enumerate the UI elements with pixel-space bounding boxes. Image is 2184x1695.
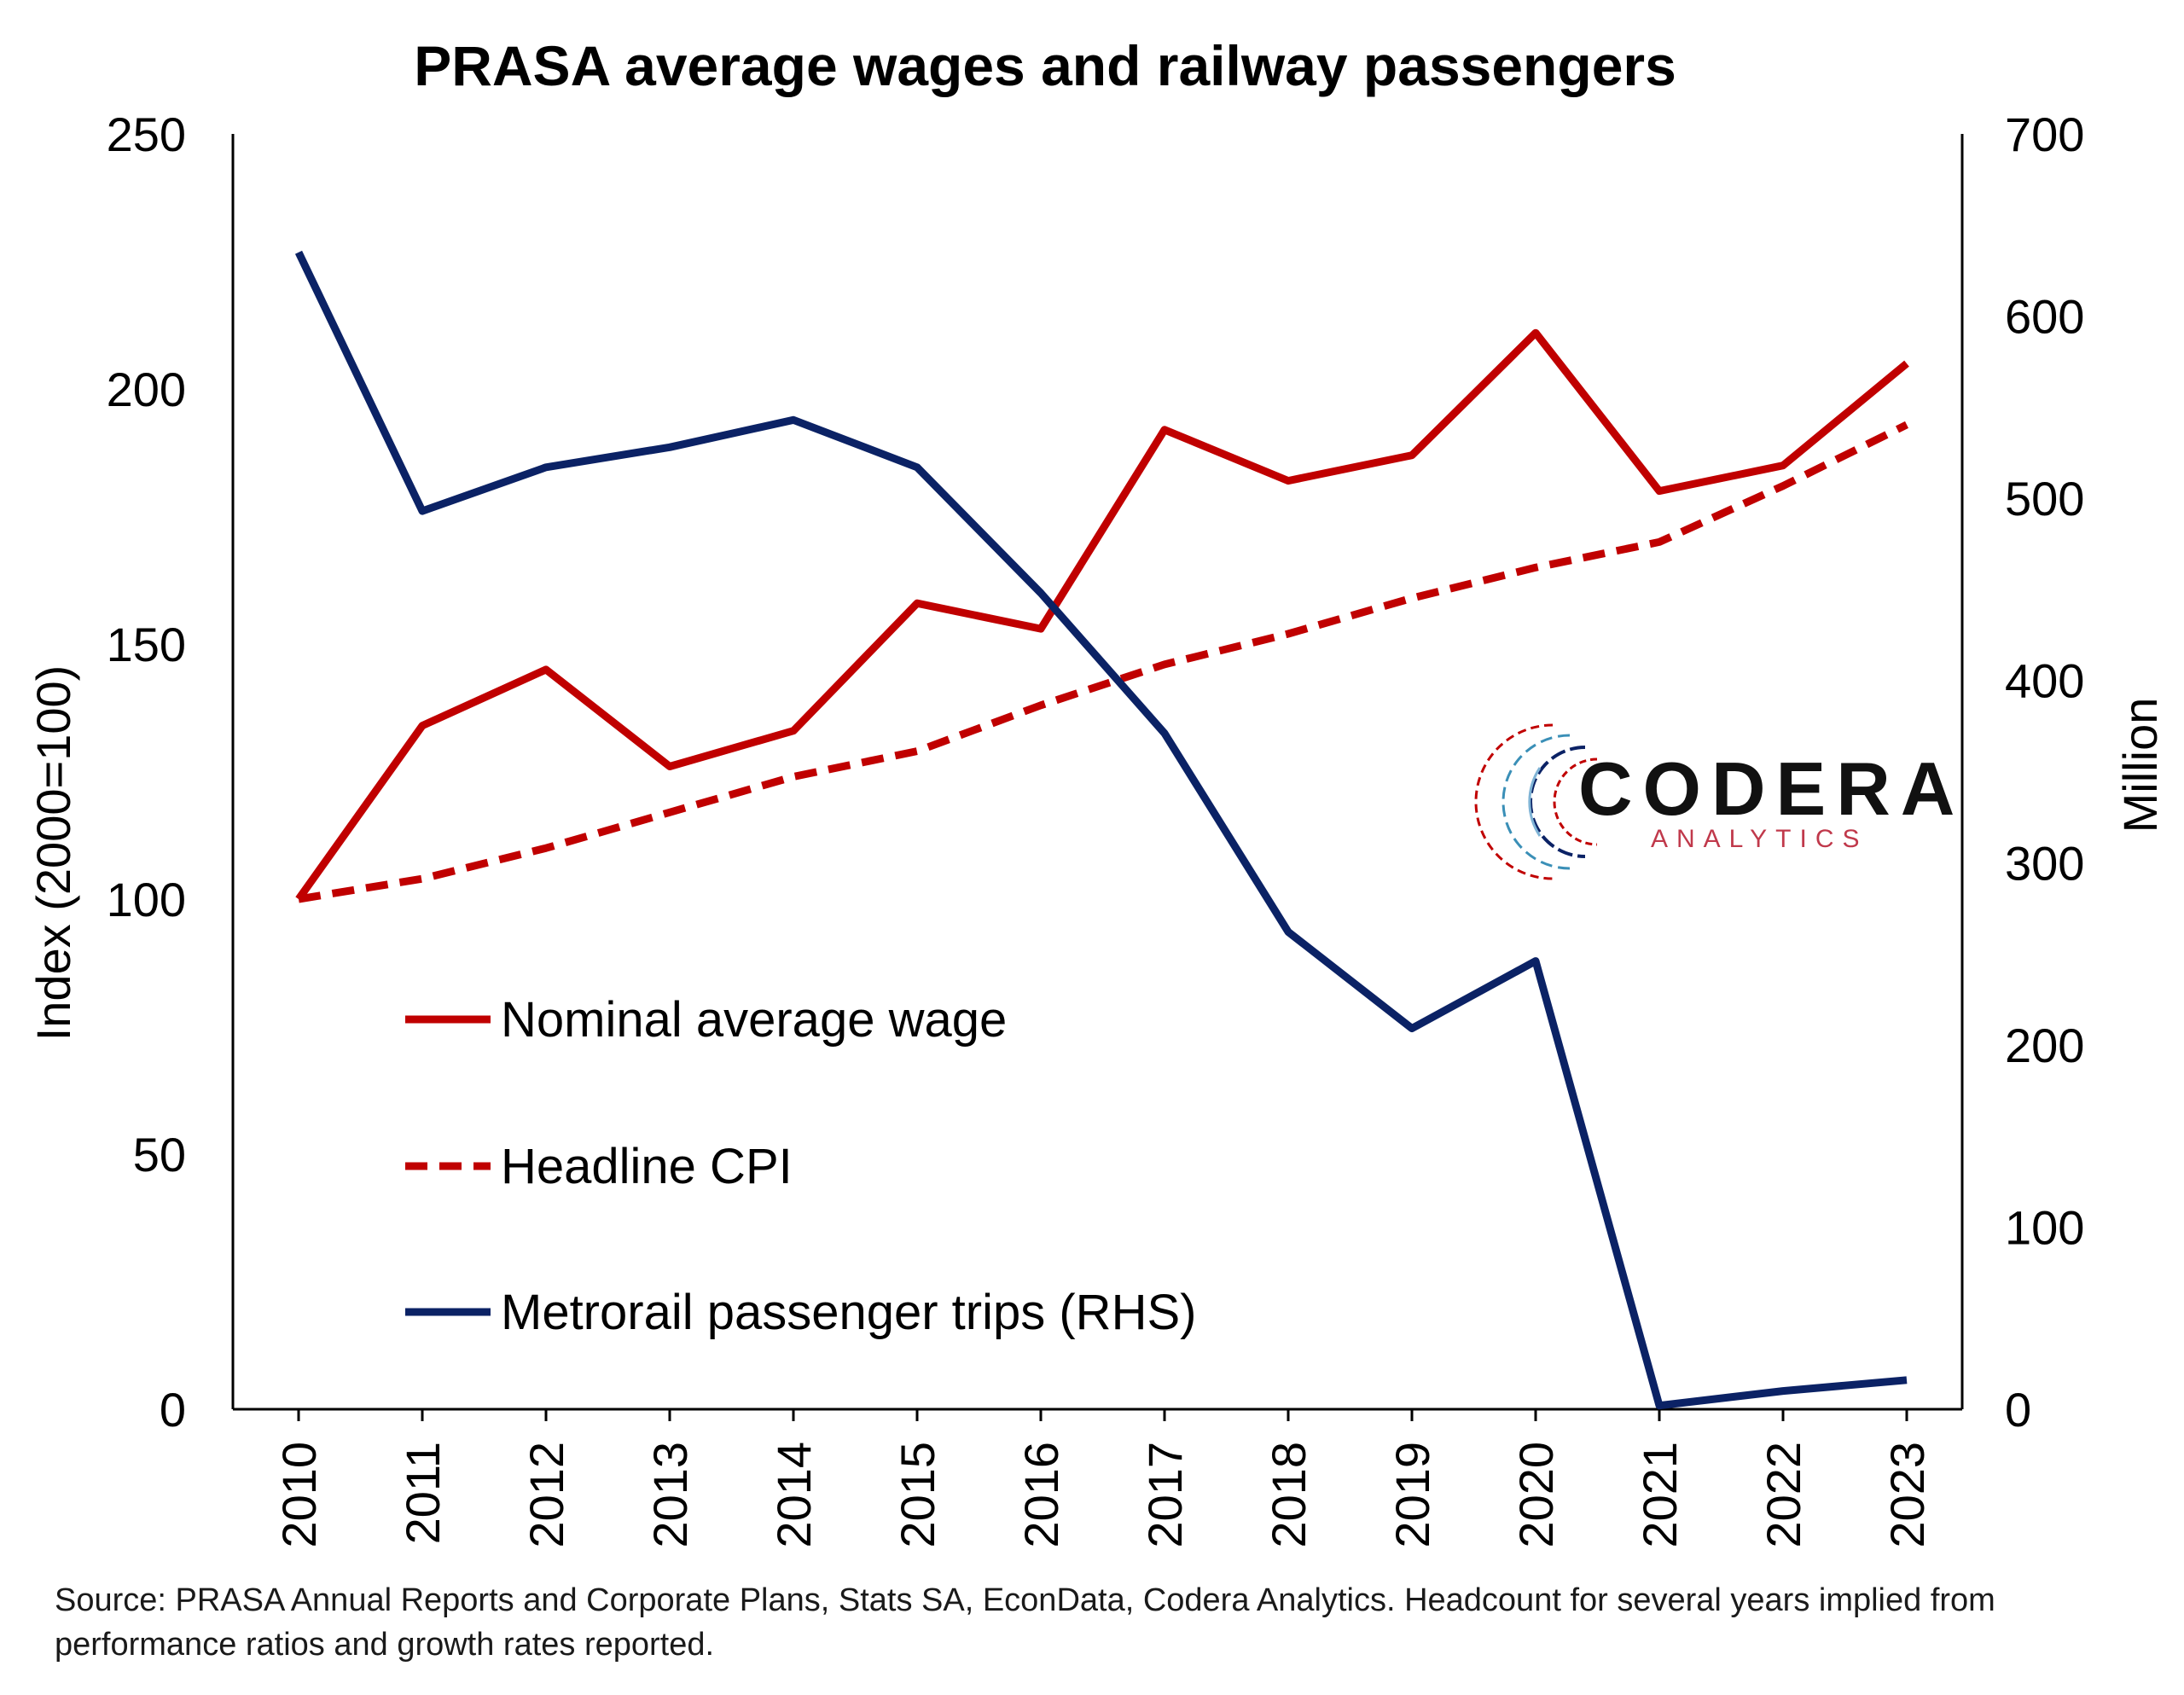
left-axis: 0 50 100 150 200 250 — [107, 107, 235, 1437]
right-tick-label: 400 — [2005, 654, 2084, 708]
right-tick-label: 200 — [2005, 1019, 2084, 1072]
left-tick-label: 0 — [160, 1383, 186, 1437]
right-axis: 0 100 200 300 400 500 600 700 — [1960, 107, 2084, 1437]
right-tick-label: 500 — [2005, 472, 2084, 525]
logo-tagline: ANALYTICS — [1651, 825, 1868, 853]
x-tick-label: 2017 — [1138, 1442, 1192, 1548]
x-tick-label: 2020 — [1509, 1442, 1563, 1548]
chart-title: PRASA average wages and railway passenge… — [414, 34, 1676, 97]
x-tick-label: 2015 — [891, 1442, 944, 1548]
codera-logo: CODERA ANALYTICS — [1474, 723, 1965, 880]
left-axis-title: Index (2000=100) — [26, 665, 80, 1042]
right-tick-label: 700 — [2005, 107, 2084, 161]
series-line-3 — [294, 250, 1908, 1410]
right-tick-label: 300 — [2005, 836, 2084, 890]
left-tick-label: 250 — [107, 107, 186, 161]
x-tick-label: 2023 — [1880, 1442, 1934, 1548]
codera-circle-logo-icon — [1474, 723, 1598, 880]
right-tick-label: 600 — [2005, 290, 2084, 344]
right-axis-title: Million — [2113, 698, 2167, 833]
x-axis: 2010 2011 2012 2013 2014 2015 2016 2017 2018 2019… — [233, 1408, 1962, 1548]
series-layer — [294, 250, 1909, 1410]
series-line-2 — [298, 421, 1908, 903]
x-tick-label: 2018 — [1262, 1442, 1316, 1548]
left-tick-label: 100 — [107, 873, 186, 926]
right-tick-label: 0 — [2005, 1383, 2031, 1437]
left-tick-label: 50 — [133, 1128, 186, 1181]
x-tick-label: 2022 — [1757, 1442, 1810, 1548]
right-tick-label: 100 — [2005, 1200, 2084, 1254]
x-tick-label: 2021 — [1633, 1442, 1687, 1548]
series-line-1 — [295, 328, 1909, 902]
legend: Nominal average wage Headline CPI Metrorai… — [405, 992, 1196, 1340]
legend-label: Nominal average wage — [501, 992, 1007, 1048]
left-tick-label: 200 — [107, 363, 186, 416]
logo-name: CODERA — [1578, 746, 1965, 831]
legend-label: Headline CPI — [501, 1139, 793, 1194]
x-tick-label: 2011 — [396, 1442, 450, 1544]
left-tick-label: 150 — [107, 618, 186, 671]
x-tick-label: 2014 — [767, 1442, 821, 1548]
source-note: Source: PRASA Annual Reports and Corpora… — [55, 1582, 1995, 1663]
legend-label: Metrorail passenger trips (RHS) — [501, 1285, 1196, 1340]
x-tick-label: 2013 — [643, 1442, 697, 1548]
x-tick-label: 2012 — [520, 1442, 573, 1548]
x-tick-label: 2010 — [272, 1442, 326, 1548]
x-tick-label: 2019 — [1385, 1442, 1439, 1548]
x-tick-label: 2016 — [1014, 1442, 1068, 1548]
